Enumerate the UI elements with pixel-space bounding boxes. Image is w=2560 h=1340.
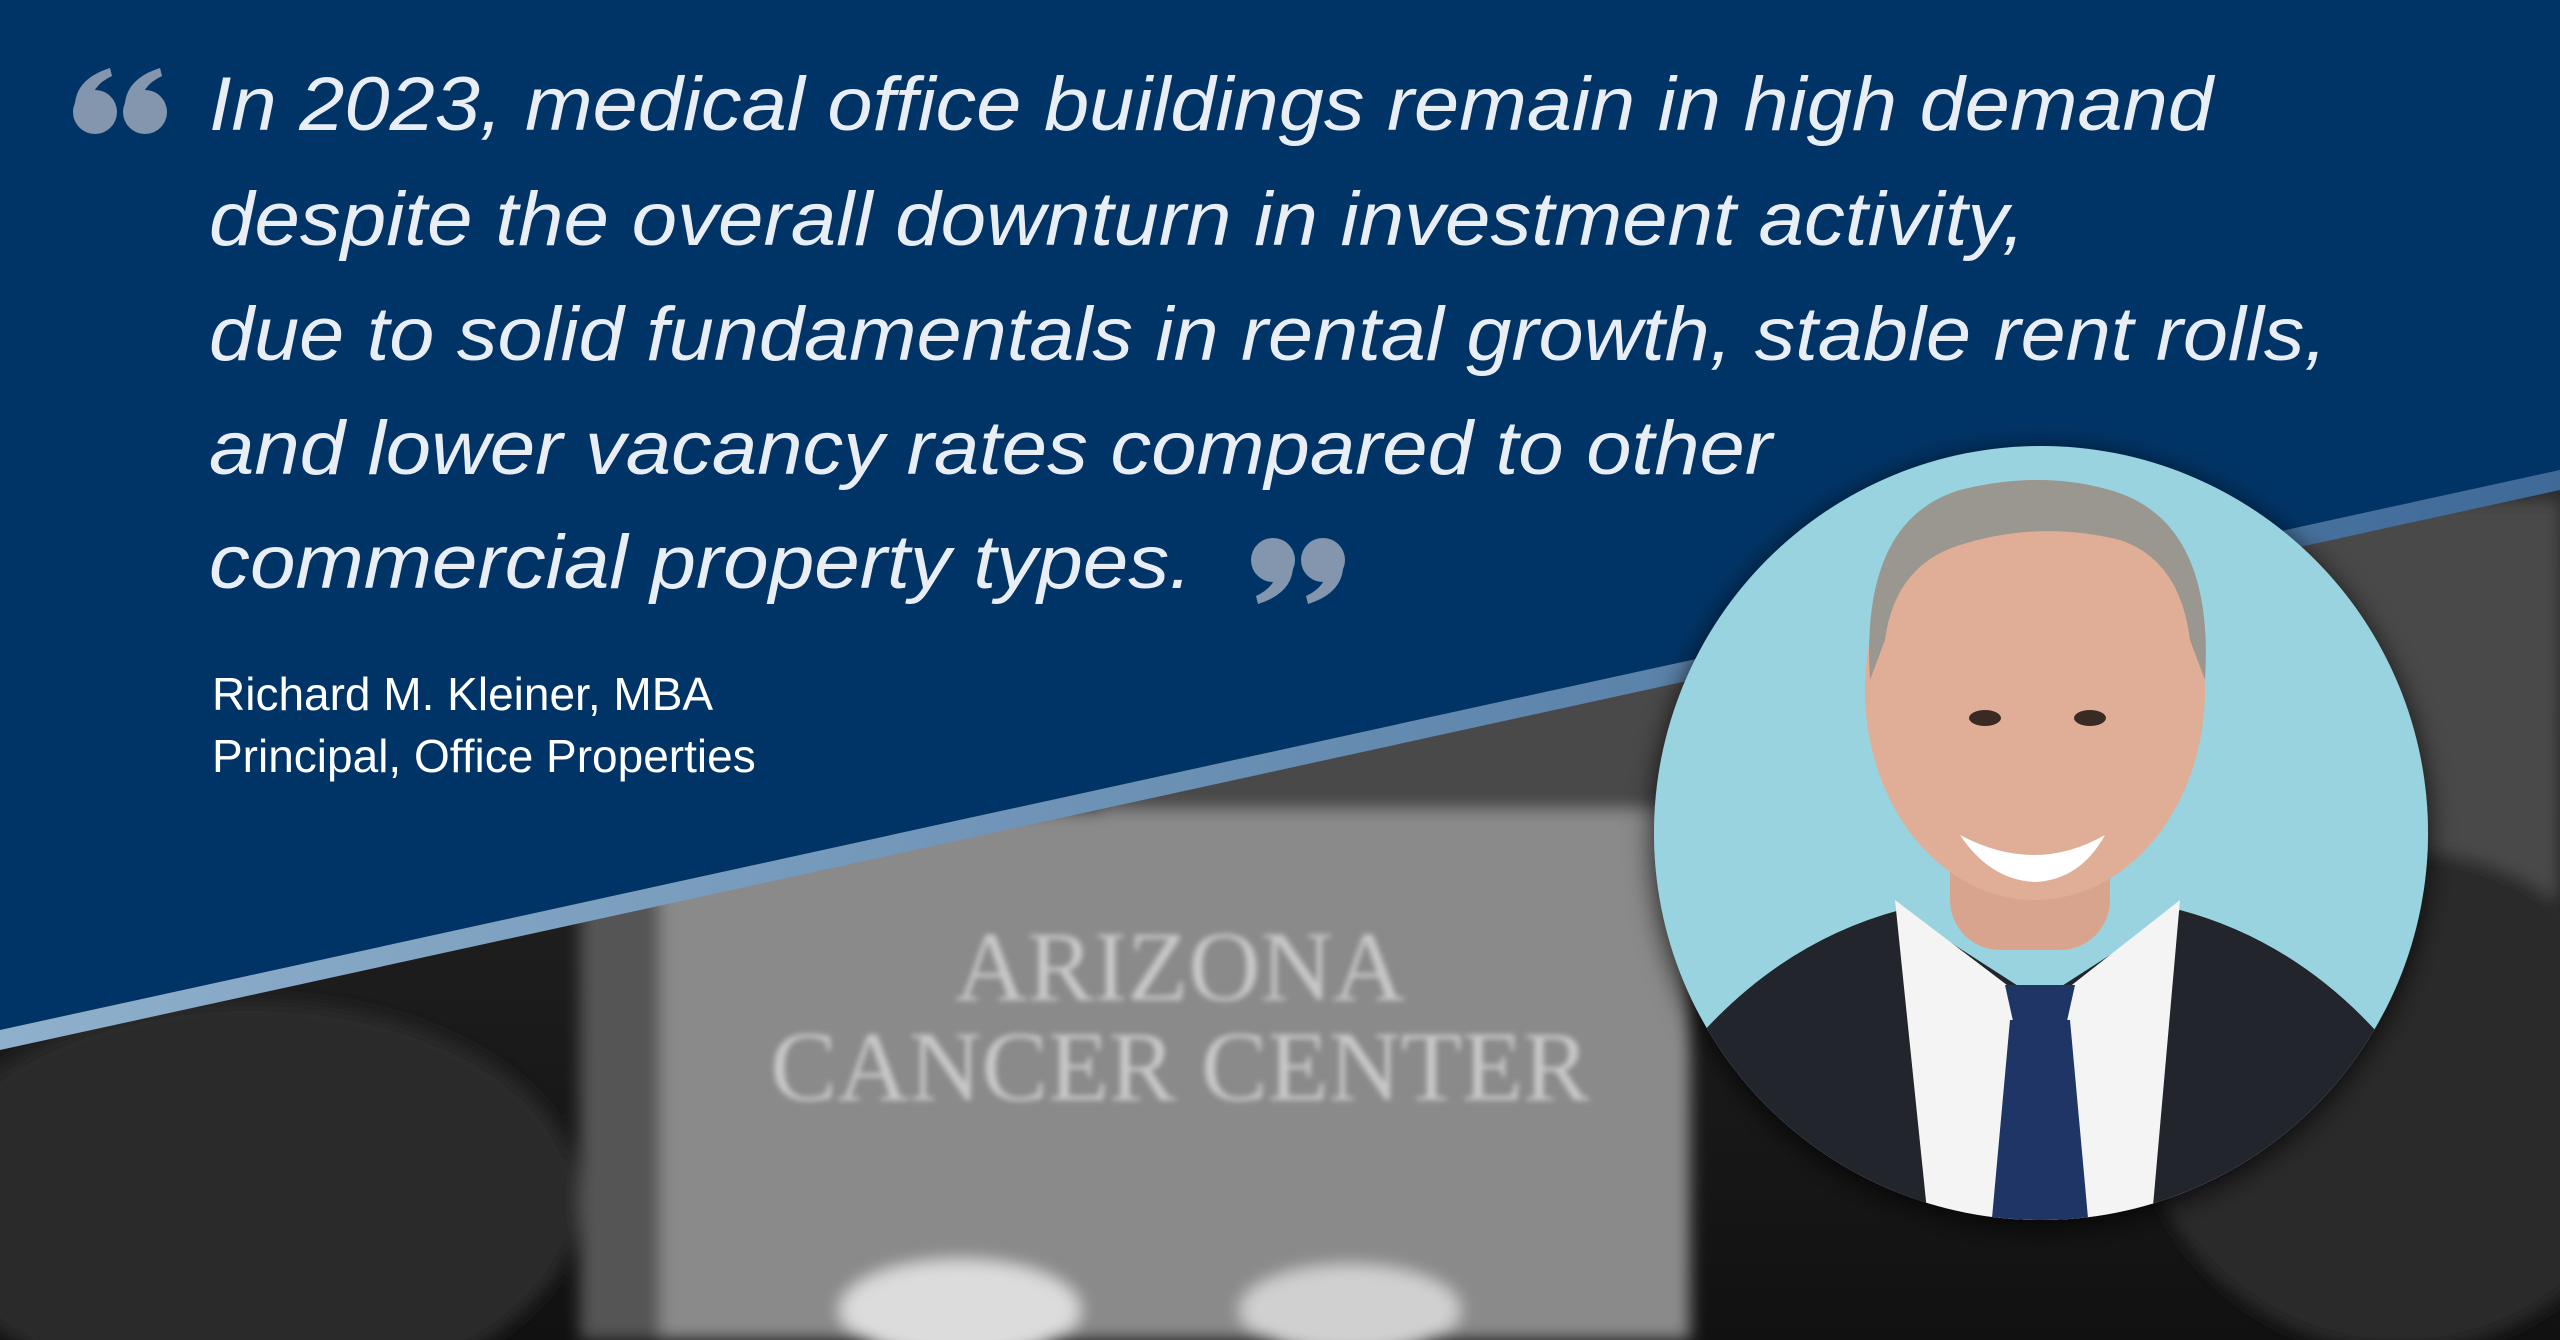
close-quote-mark xyxy=(1251,538,1345,604)
quote-line: In 2023, medical office buildings remain… xyxy=(209,62,2216,147)
sign-text: CANCER CENTER xyxy=(770,1011,1590,1122)
author-name: Richard M. Kleiner, MBA xyxy=(212,668,713,720)
portrait xyxy=(1654,480,2428,1220)
quote-line: and lower vacancy rates compared to othe… xyxy=(209,406,1775,491)
author-title: Principal, Office Properties xyxy=(212,730,756,782)
quote-line: despite the overall downturn in investme… xyxy=(209,177,2025,262)
quote-line: commercial property types. xyxy=(209,520,1192,605)
sign-text: ARIZONA xyxy=(955,911,1405,1022)
quote-line: due to solid fundamentals in rental grow… xyxy=(209,292,2327,377)
open-quote-mark xyxy=(73,68,167,134)
navy-panel xyxy=(0,0,2560,1030)
